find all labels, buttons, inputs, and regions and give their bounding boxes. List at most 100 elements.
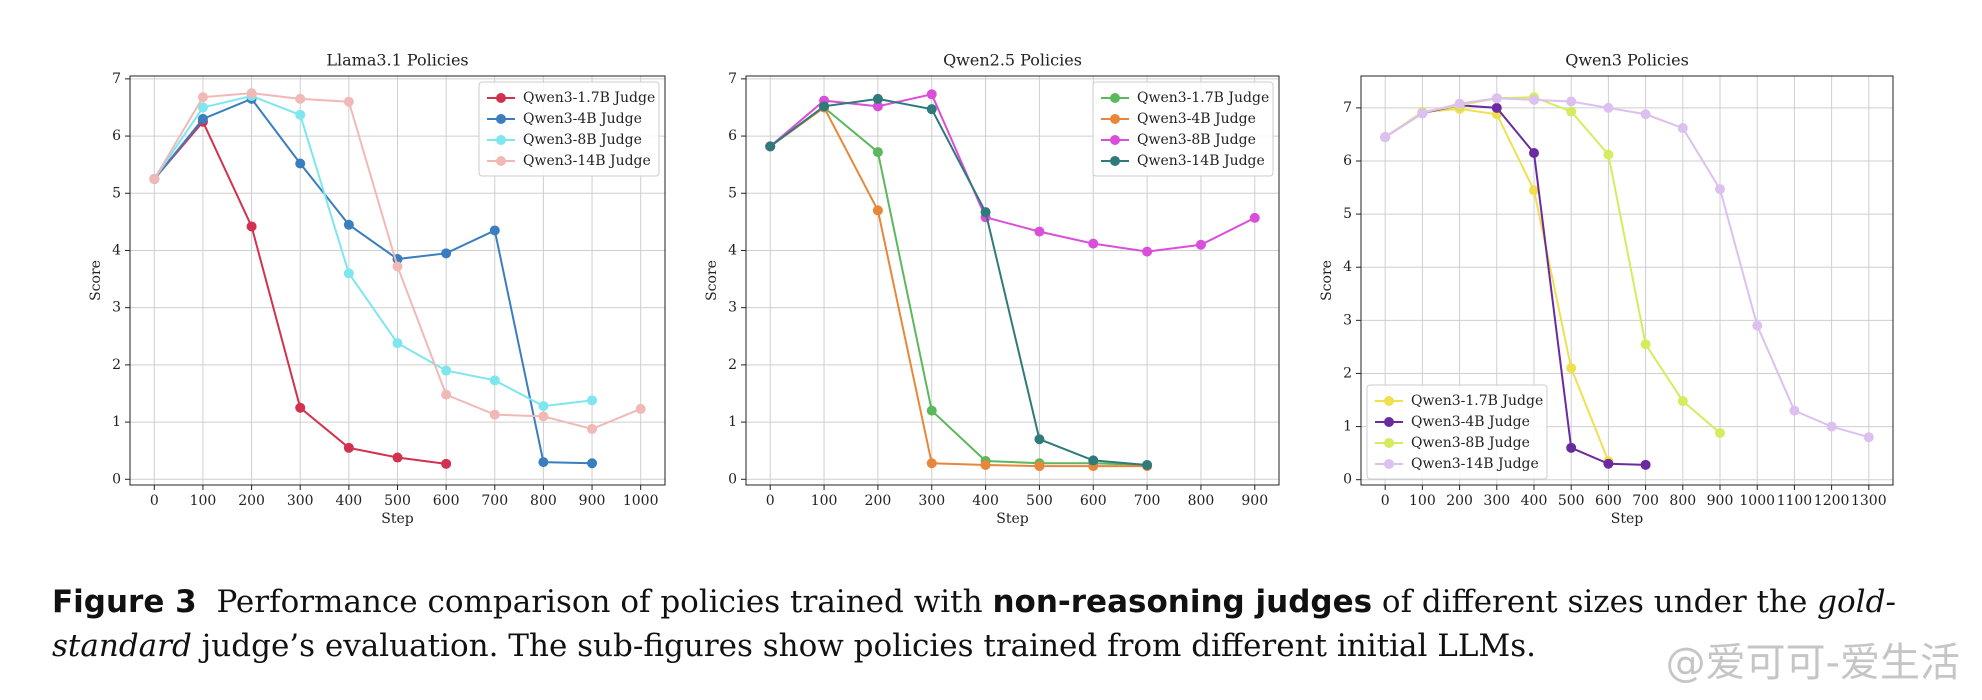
y-tick-label: 4 <box>728 242 737 258</box>
x-tick-label: 600 <box>433 493 460 509</box>
data-point <box>343 219 354 230</box>
data-point <box>587 423 598 434</box>
x-tick-label: 1000 <box>1739 493 1775 509</box>
x-tick-label: 200 <box>1446 493 1473 509</box>
caption-text: Performance comparison of policies train… <box>216 584 983 620</box>
y-tick-label: 7 <box>1343 100 1352 116</box>
legend-marker <box>1384 438 1394 448</box>
legend-marker <box>496 93 506 103</box>
x-tick-label: 1000 <box>623 493 659 509</box>
y-tick-label: 6 <box>728 128 737 144</box>
y-tick-label: 1 <box>1343 419 1352 435</box>
data-point <box>1034 461 1045 472</box>
data-point <box>538 401 549 412</box>
data-point <box>1380 132 1391 143</box>
legend-frame <box>478 81 660 177</box>
data-point <box>587 395 598 406</box>
x-tick-label: 400 <box>335 493 362 509</box>
data-point <box>441 458 452 469</box>
x-axis-label: Step <box>996 511 1029 527</box>
x-tick-label: 0 <box>1381 493 1390 509</box>
legend-marker <box>1384 396 1394 406</box>
data-point <box>1603 149 1614 160</box>
data-point <box>1603 458 1614 469</box>
data-point <box>295 109 306 120</box>
y-tick-label: 2 <box>1343 365 1352 381</box>
data-point <box>489 409 500 420</box>
data-point <box>1640 459 1651 470</box>
data-point <box>926 104 937 115</box>
data-point <box>295 93 306 104</box>
data-point <box>1677 123 1688 134</box>
series-line <box>153 97 593 465</box>
data-point <box>1417 108 1428 119</box>
legend-marker <box>1110 135 1120 145</box>
data-point <box>872 205 883 216</box>
x-tick-label: 300 <box>287 493 314 509</box>
legend-marker <box>1384 459 1394 469</box>
y-tick-label: 6 <box>112 128 121 144</box>
legend-label: Qwen3-1.7B Judge <box>1137 90 1269 106</box>
legend-label: Qwen3-4B Judge <box>1411 414 1530 430</box>
data-point <box>343 268 354 279</box>
y-tick-label: 7 <box>728 71 737 87</box>
legend-label: Qwen3-8B Judge <box>1411 435 1530 451</box>
watermark: @爱可可-爱生活 <box>1665 640 1960 686</box>
data-point <box>980 207 991 218</box>
y-tick-label: 4 <box>1343 259 1352 275</box>
data-point <box>197 92 208 103</box>
x-tick-label: 100 <box>1409 493 1436 509</box>
caption-italic: gold-standard <box>52 584 1896 664</box>
x-tick-label: 200 <box>238 493 265 509</box>
chart-title: Qwen3 Policies <box>1565 51 1689 70</box>
data-point <box>538 457 549 468</box>
data-point <box>1789 405 1800 416</box>
y-tick-label: 5 <box>112 185 121 201</box>
data-point <box>1528 185 1539 196</box>
y-tick-label: 0 <box>1343 472 1352 488</box>
y-tick-label: 2 <box>112 357 121 373</box>
x-tick-label: 0 <box>150 493 159 509</box>
data-point <box>765 141 776 152</box>
x-axis-label: Step <box>1611 511 1644 527</box>
data-point <box>489 225 500 236</box>
legend-marker <box>496 135 506 145</box>
caption-text: judge’s evaluation. The sub-figures show… <box>201 628 1536 664</box>
caption-text: of different sizes under the <box>1381 584 1808 620</box>
x-tick-label: 900 <box>579 493 606 509</box>
data-point <box>872 147 883 158</box>
data-point <box>197 113 208 124</box>
y-tick-label: 3 <box>728 300 737 316</box>
data-point <box>392 261 403 272</box>
x-tick-label: 1100 <box>1777 493 1813 509</box>
x-tick-label: 400 <box>972 493 999 509</box>
data-point <box>1142 246 1153 257</box>
series-line <box>769 106 1148 466</box>
data-point <box>246 221 257 232</box>
x-axis-label: Step <box>381 511 414 527</box>
data-point <box>1528 94 1539 105</box>
data-point <box>1088 455 1099 466</box>
data-point <box>926 89 937 100</box>
series-line <box>153 94 593 408</box>
x-tick-label: 700 <box>1134 493 1161 509</box>
legend-marker <box>1384 417 1394 427</box>
legend-marker <box>1110 156 1120 166</box>
legend-label: Qwen3-4B Judge <box>523 111 642 127</box>
data-point <box>980 459 991 470</box>
legend-marker <box>496 114 506 124</box>
y-axis-label: Score <box>1319 260 1335 301</box>
data-point <box>1491 102 1502 113</box>
x-tick-label: 600 <box>1595 493 1622 509</box>
data-point <box>1249 212 1260 223</box>
x-tick-label: 800 <box>1669 493 1696 509</box>
data-point <box>441 389 452 400</box>
data-point <box>1603 102 1614 113</box>
data-point <box>246 88 257 99</box>
data-point <box>1677 396 1688 407</box>
data-point <box>1640 339 1651 350</box>
x-tick-label: 1200 <box>1814 493 1850 509</box>
x-tick-label: 200 <box>865 493 892 509</box>
legend-label: Qwen3-4B Judge <box>1137 111 1256 127</box>
